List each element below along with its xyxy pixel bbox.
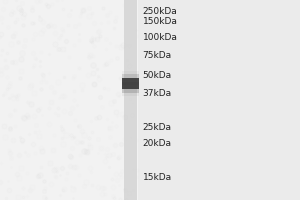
Text: 15kDa: 15kDa	[142, 172, 172, 182]
Text: 25kDa: 25kDa	[142, 122, 172, 132]
Bar	[124, 0, 137, 200]
Bar	[122, 74, 139, 85]
Text: 250kDa: 250kDa	[142, 6, 177, 16]
Bar	[122, 82, 139, 93]
Text: 20kDa: 20kDa	[142, 138, 172, 147]
Text: 150kDa: 150kDa	[142, 17, 177, 25]
Text: 37kDa: 37kDa	[142, 88, 172, 98]
Bar	[0, 0, 138, 200]
Bar	[138, 0, 300, 200]
Bar	[122, 78, 139, 89]
Bar	[122, 85, 139, 96]
Text: 75kDa: 75kDa	[142, 50, 172, 60]
Text: 50kDa: 50kDa	[142, 71, 172, 79]
Bar	[122, 71, 139, 82]
Text: 100kDa: 100kDa	[142, 32, 177, 42]
